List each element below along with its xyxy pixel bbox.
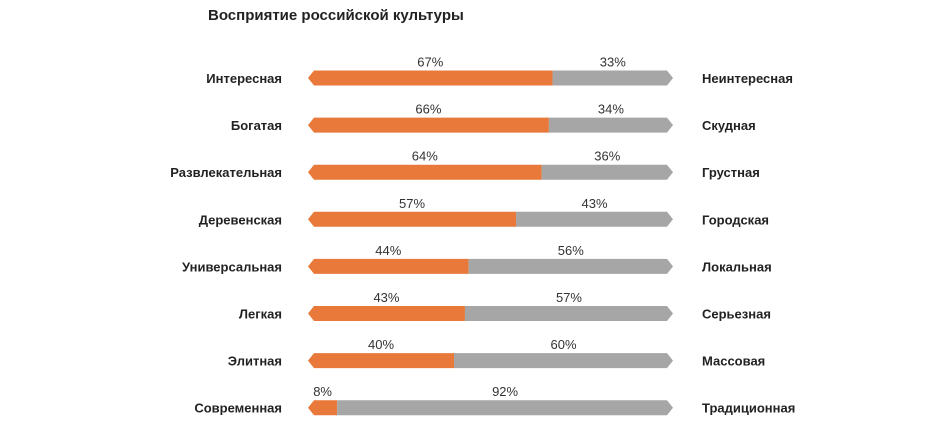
data-label-right: 92% — [492, 384, 518, 399]
category-label-right: Городская — [702, 212, 769, 227]
category-label-right: Локальная — [702, 259, 772, 274]
category-label-right: Серьезная — [702, 307, 771, 322]
data-label-right: 33% — [600, 55, 626, 70]
category-label-left: Легкая — [239, 307, 282, 322]
data-label-right: 34% — [598, 102, 624, 117]
data-label-left: 44% — [375, 243, 401, 258]
data-label-right: 60% — [550, 337, 576, 352]
bar-right-segment — [454, 353, 673, 369]
bar-left-segment — [308, 400, 338, 416]
bar-right-segment — [552, 70, 673, 86]
bar-right-segment — [516, 211, 673, 227]
data-label-left: 43% — [373, 290, 399, 305]
bar-left-segment — [308, 258, 469, 274]
bar-row: Деревенская Городская 57% 43% — [199, 196, 769, 228]
bar-right-segment — [468, 258, 673, 274]
data-label-right: 56% — [558, 243, 584, 258]
bar-left-segment — [308, 117, 549, 133]
category-label-left: Развлекательная — [170, 165, 282, 180]
bar-right-segment — [337, 400, 673, 416]
category-label-left: Универсальная — [182, 259, 282, 274]
data-label-right: 36% — [594, 149, 620, 164]
category-label-right: Скудная — [702, 118, 756, 133]
data-label-right: 57% — [556, 290, 582, 305]
bar-row: Современная Традиционная 8% 92% — [194, 384, 795, 416]
bar-row: Богатая Скудная 66% 34% — [231, 102, 756, 134]
bar-left-segment — [308, 70, 553, 86]
bar-row: Легкая Серьезная 43% 57% — [239, 290, 771, 322]
data-label-left: 67% — [417, 55, 443, 70]
category-label-left: Богатая — [231, 118, 282, 133]
bar-right-segment — [464, 306, 673, 321]
bar-left-segment — [308, 306, 465, 321]
category-label-right: Неинтересная — [702, 71, 793, 86]
data-label-left: 40% — [368, 337, 394, 352]
data-label-left: 8% — [313, 384, 332, 399]
bar-right-segment — [541, 164, 673, 180]
bar-left-segment — [308, 353, 454, 369]
data-label-left: 57% — [399, 196, 425, 211]
data-label-right: 43% — [582, 196, 608, 211]
category-label-left: Современная — [194, 401, 282, 416]
category-label-left: Деревенская — [199, 212, 282, 227]
data-label-left: 64% — [412, 149, 438, 164]
category-label-right: Традиционная — [702, 401, 795, 416]
data-label-left: 66% — [415, 102, 441, 117]
category-label-right: Грустная — [702, 165, 760, 180]
category-label-left: Интересная — [206, 71, 282, 86]
bar-right-segment — [548, 117, 673, 133]
bar-left-segment — [308, 164, 542, 180]
bar-row: Элитная Массовая 40% 60% — [228, 337, 765, 369]
bar-row: Развлекательная Грустная 64% 36% — [170, 149, 760, 181]
category-label-right: Массовая — [702, 354, 765, 369]
bar-left-segment — [308, 211, 517, 227]
bar-row: Универсальная Локальная 44% 56% — [182, 243, 772, 275]
category-label-left: Элитная — [228, 354, 282, 369]
bar-row: Интересная Неинтересная 67% 33% — [206, 55, 793, 87]
chart-title: Восприятие российской культуры — [208, 7, 464, 24]
